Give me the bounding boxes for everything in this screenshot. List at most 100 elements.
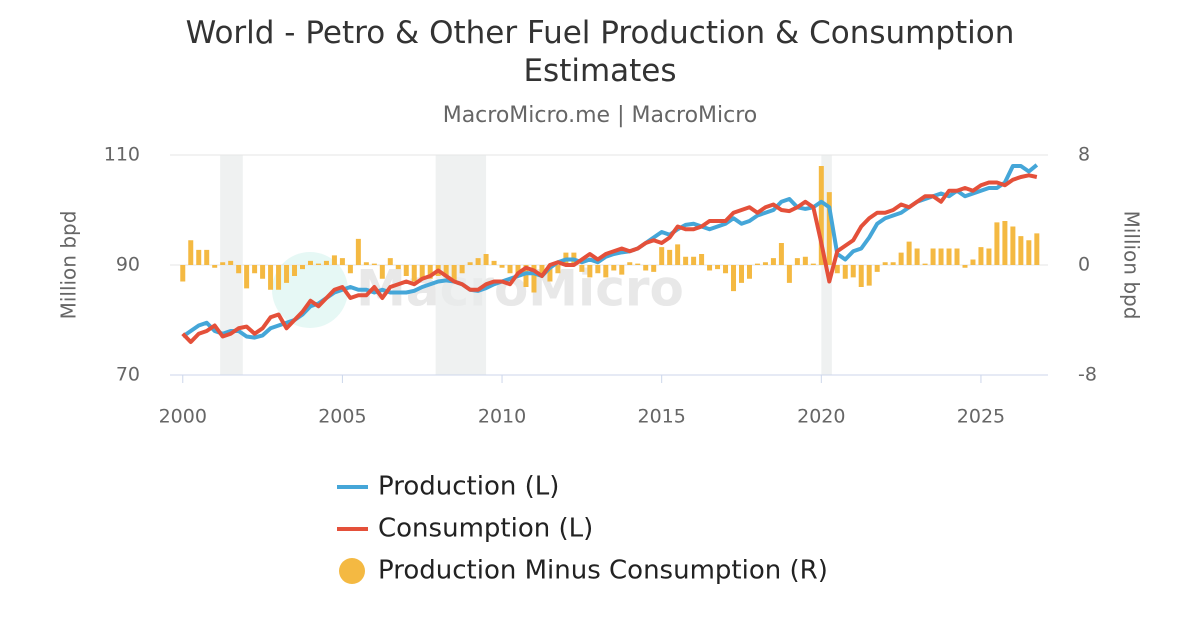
bar bbox=[419, 265, 425, 279]
bar bbox=[260, 265, 266, 279]
bar bbox=[842, 265, 848, 279]
bar bbox=[914, 248, 920, 265]
bar bbox=[276, 265, 282, 290]
bar bbox=[547, 265, 553, 282]
bar bbox=[204, 249, 210, 265]
bar bbox=[778, 243, 784, 265]
legend-label: Production Minus Consumption (R) bbox=[378, 556, 828, 586]
bar bbox=[770, 258, 776, 265]
bar bbox=[858, 265, 864, 287]
bar bbox=[1018, 236, 1024, 265]
y-tick-label: 70 bbox=[116, 364, 140, 386]
bar bbox=[531, 265, 537, 293]
bar bbox=[930, 248, 936, 265]
bar bbox=[307, 260, 313, 265]
bar bbox=[691, 256, 697, 265]
bar bbox=[268, 265, 274, 290]
bar bbox=[252, 265, 258, 274]
bar bbox=[180, 265, 186, 282]
bar bbox=[555, 265, 561, 274]
x-tick-label: 2025 bbox=[957, 406, 1005, 428]
bar bbox=[707, 265, 713, 271]
bar bbox=[986, 248, 992, 265]
bar bbox=[635, 263, 641, 265]
bar bbox=[850, 265, 856, 278]
bar bbox=[475, 258, 481, 265]
bar bbox=[818, 166, 824, 265]
bar bbox=[882, 262, 888, 265]
bar bbox=[579, 265, 585, 272]
bar bbox=[611, 265, 617, 271]
legend-symbol bbox=[339, 558, 365, 584]
bar bbox=[738, 265, 744, 283]
y2-tick-label: 0 bbox=[1078, 254, 1090, 276]
bar bbox=[890, 262, 896, 265]
bar bbox=[603, 265, 609, 278]
y2-tick-label: 8 bbox=[1078, 144, 1090, 166]
watermark-logo bbox=[272, 252, 348, 328]
bar bbox=[627, 262, 633, 265]
bar bbox=[1026, 240, 1032, 265]
bar bbox=[299, 265, 305, 270]
bar bbox=[212, 265, 218, 268]
bar bbox=[188, 240, 194, 265]
legend-label: Consumption (L) bbox=[378, 514, 593, 544]
bar bbox=[874, 265, 880, 272]
bar bbox=[595, 265, 601, 274]
bar bbox=[651, 265, 657, 272]
bar bbox=[802, 256, 808, 265]
y2-tick-label: -8 bbox=[1078, 364, 1097, 386]
bar bbox=[331, 255, 337, 265]
bar bbox=[347, 265, 353, 274]
bar bbox=[515, 265, 521, 276]
bar bbox=[443, 265, 449, 278]
chart-title: World - Petro & Other Fuel Production & … bbox=[185, 15, 1015, 89]
bar bbox=[491, 260, 497, 265]
bar bbox=[746, 265, 752, 279]
bar bbox=[523, 265, 529, 287]
bar bbox=[962, 265, 968, 268]
bar bbox=[683, 256, 689, 265]
x-tick-label: 2015 bbox=[638, 406, 686, 428]
bar bbox=[699, 254, 705, 265]
bar bbox=[786, 265, 792, 283]
bar bbox=[395, 265, 401, 270]
bar bbox=[371, 263, 377, 265]
y-tick-label: 110 bbox=[104, 144, 140, 166]
bar bbox=[978, 247, 984, 265]
bar bbox=[643, 265, 649, 271]
bar bbox=[946, 248, 952, 265]
bar bbox=[379, 265, 385, 279]
bar bbox=[220, 262, 226, 265]
x-tick-label: 2000 bbox=[159, 406, 207, 428]
bar bbox=[762, 262, 768, 265]
bar bbox=[196, 249, 202, 265]
bar bbox=[339, 258, 345, 265]
bar bbox=[810, 263, 816, 265]
bar bbox=[587, 265, 593, 278]
bar bbox=[284, 265, 290, 283]
bar bbox=[315, 263, 321, 265]
bar bbox=[922, 263, 928, 265]
bar bbox=[731, 265, 737, 292]
bar bbox=[1002, 221, 1008, 265]
bar bbox=[866, 265, 872, 286]
bar bbox=[826, 192, 832, 265]
x-tick-label: 2010 bbox=[478, 406, 526, 428]
y-tick-label: 90 bbox=[116, 254, 140, 276]
bar bbox=[954, 248, 960, 265]
bar bbox=[363, 262, 369, 265]
bar bbox=[970, 259, 976, 265]
legend-label: Production (L) bbox=[378, 472, 559, 502]
bar bbox=[355, 238, 361, 265]
bar bbox=[427, 265, 433, 279]
bar bbox=[387, 258, 393, 265]
line bbox=[181, 173, 1038, 344]
bar bbox=[659, 247, 665, 265]
bar bbox=[619, 265, 625, 275]
bar bbox=[507, 265, 513, 274]
bar bbox=[906, 241, 912, 265]
bar bbox=[459, 265, 465, 274]
